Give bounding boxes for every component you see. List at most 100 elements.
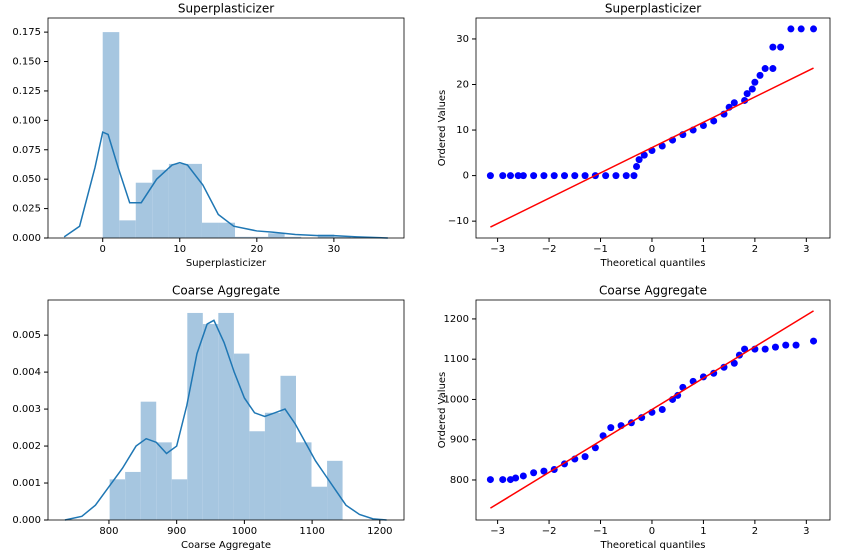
x-axis-label: Superplasticizer	[186, 258, 267, 269]
y-tick-label: −10	[448, 216, 469, 227]
y-tick-label: 0.004	[12, 367, 41, 378]
y-tick-label: 0.175	[12, 27, 41, 38]
bar	[235, 236, 252, 238]
bar	[135, 182, 153, 238]
point	[519, 472, 527, 480]
point	[514, 172, 522, 180]
point	[810, 337, 818, 345]
line	[490, 310, 814, 509]
point	[530, 172, 538, 180]
x-tick-label: 3	[803, 244, 809, 255]
bar	[125, 471, 141, 520]
x-tick-label: 3	[803, 526, 809, 537]
point	[730, 359, 738, 367]
line	[490, 67, 814, 228]
x-axis-label: Theoretical quantiles	[599, 540, 705, 551]
x-tick-label: −3	[490, 244, 505, 255]
point	[756, 71, 764, 79]
chart-title: Superplasticizer	[178, 2, 274, 16]
y-tick-label: 0.100	[12, 115, 41, 126]
y-tick-label: 0.003	[12, 404, 41, 415]
point	[581, 172, 589, 180]
y-tick-label: 30	[456, 34, 469, 45]
point	[607, 424, 615, 432]
point	[530, 469, 538, 477]
point	[571, 172, 579, 180]
point	[638, 414, 646, 422]
point	[730, 99, 738, 107]
axes-frame	[47, 299, 405, 521]
point	[540, 172, 548, 180]
bar	[119, 220, 136, 238]
y-tick-label: 0.075	[12, 145, 41, 156]
line	[64, 319, 387, 521]
bar	[284, 236, 302, 238]
point	[743, 90, 751, 98]
y-tick-label: 0.125	[12, 86, 41, 97]
point	[622, 172, 630, 180]
x-tick-label: 30	[328, 244, 341, 255]
point	[761, 65, 769, 73]
x-tick-label: 1000	[232, 526, 257, 537]
bar	[295, 442, 312, 520]
point	[506, 172, 514, 180]
chart-title: Coarse Aggregate	[599, 284, 707, 298]
point	[581, 453, 589, 461]
point	[771, 343, 779, 351]
y-tick-label: 800	[450, 475, 469, 486]
x-tick-label: −1	[593, 526, 608, 537]
axes-frame	[475, 17, 831, 239]
point	[769, 65, 777, 73]
axes-frame	[475, 299, 831, 521]
point	[710, 117, 718, 125]
y-tick-label: 0.005	[12, 330, 41, 341]
point	[640, 151, 648, 159]
y-tick-label: 0.002	[12, 441, 41, 452]
x-tick-label: 2	[752, 244, 758, 255]
y-tick-label: 1000	[444, 394, 469, 405]
point	[748, 85, 756, 93]
bar	[102, 32, 120, 238]
x-tick-label: −1	[593, 244, 608, 255]
point	[777, 43, 785, 51]
point	[797, 25, 805, 33]
bar	[280, 375, 296, 520]
point	[674, 391, 682, 399]
bar	[268, 233, 285, 238]
y-tick-label: 0.150	[12, 57, 41, 68]
y-tick-label: 0.000	[12, 515, 41, 526]
bar	[185, 163, 202, 238]
y-tick-label: 0.050	[12, 174, 41, 185]
point	[720, 363, 728, 371]
point	[486, 172, 494, 180]
point	[658, 142, 666, 150]
x-tick-label: 0	[100, 244, 106, 255]
point	[612, 172, 620, 180]
y-tick-label: 900	[450, 435, 469, 446]
point	[561, 172, 568, 180]
bar	[249, 431, 265, 520]
y-tick-label: 0	[463, 171, 469, 182]
point	[499, 172, 507, 180]
x-tick-label: 0	[649, 526, 655, 537]
x-tick-label: 800	[99, 526, 118, 537]
x-tick-label: −3	[490, 526, 505, 537]
chart-title: Coarse Aggregate	[172, 284, 280, 298]
bar	[218, 312, 234, 520]
bar	[156, 442, 172, 520]
line	[63, 131, 388, 239]
point	[761, 345, 769, 353]
point	[512, 474, 520, 482]
x-tick-label: 0	[649, 244, 655, 255]
point	[630, 172, 638, 180]
y-axis-label: Ordered Values	[437, 90, 448, 167]
point	[550, 172, 558, 180]
x-tick-label: 10	[173, 244, 186, 255]
y-tick-label: 10	[456, 125, 469, 136]
bar	[251, 236, 269, 238]
bar	[168, 163, 186, 238]
bar	[140, 401, 157, 520]
y-tick-label: 0.025	[12, 204, 41, 215]
point	[633, 162, 641, 170]
